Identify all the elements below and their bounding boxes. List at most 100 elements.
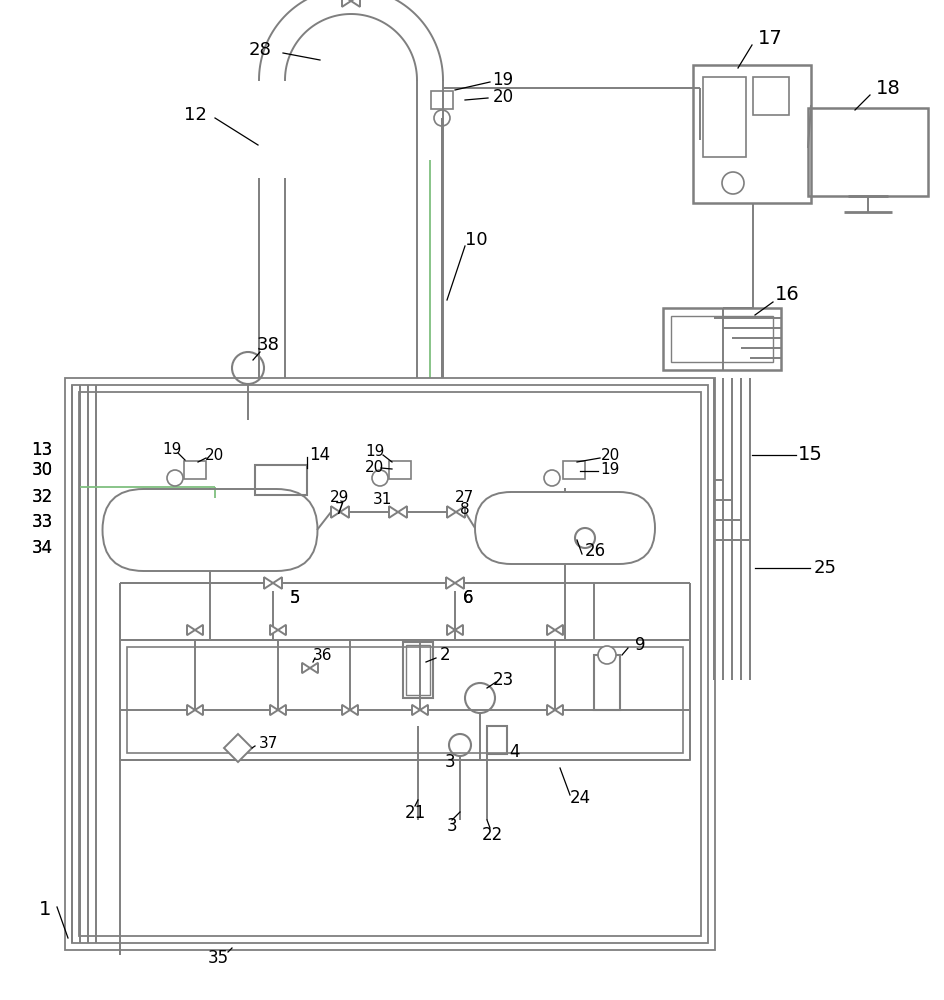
Text: 5: 5 [290, 589, 300, 607]
Text: 19: 19 [492, 71, 513, 89]
Text: 33: 33 [31, 513, 53, 531]
Text: 18: 18 [875, 79, 900, 98]
Text: 27: 27 [455, 489, 474, 504]
Text: 34: 34 [31, 539, 53, 557]
Polygon shape [446, 577, 454, 589]
Bar [255, 465, 307, 495]
Polygon shape [342, 705, 349, 715]
Text: 19: 19 [365, 444, 384, 460]
Bar [563, 461, 584, 479]
Text: 34: 34 [31, 539, 53, 557]
Text: 2: 2 [439, 646, 450, 664]
Polygon shape [187, 705, 194, 715]
Text: 33: 33 [31, 513, 53, 531]
Polygon shape [554, 705, 563, 715]
Text: 36: 36 [312, 648, 332, 662]
Bar [486, 726, 507, 754]
Polygon shape [270, 705, 278, 715]
Polygon shape [310, 663, 318, 673]
Text: 7: 7 [335, 502, 345, 516]
Bar [807, 108, 927, 196]
Text: 30: 30 [31, 461, 53, 479]
Polygon shape [302, 663, 310, 673]
Bar [72, 385, 707, 943]
Text: 20: 20 [599, 448, 619, 464]
Text: 31: 31 [372, 492, 391, 508]
Bar [126, 647, 683, 753]
Text: 22: 22 [480, 826, 502, 844]
Text: 20: 20 [205, 448, 225, 464]
Bar [663, 308, 780, 370]
Polygon shape [412, 705, 419, 715]
Polygon shape [194, 625, 203, 635]
Polygon shape [454, 625, 463, 635]
Text: 1: 1 [39, 900, 51, 919]
Polygon shape [273, 577, 281, 589]
Bar [389, 461, 411, 479]
Bar [702, 77, 745, 157]
Text: 13: 13 [31, 441, 53, 459]
Polygon shape [278, 705, 286, 715]
Bar [402, 642, 432, 698]
Polygon shape [270, 625, 278, 635]
Text: 19: 19 [162, 442, 181, 458]
Polygon shape [330, 506, 340, 518]
Text: 17: 17 [757, 29, 782, 48]
Bar [752, 77, 788, 115]
Polygon shape [278, 625, 286, 635]
Text: 20: 20 [365, 460, 384, 476]
Text: 8: 8 [460, 502, 469, 516]
Text: 29: 29 [330, 489, 349, 504]
Text: 32: 32 [31, 488, 53, 506]
Polygon shape [194, 705, 203, 715]
Text: 28: 28 [248, 41, 271, 59]
Text: 20: 20 [492, 88, 513, 106]
Text: 13: 13 [31, 441, 53, 459]
Polygon shape [547, 625, 554, 635]
Text: 21: 21 [404, 804, 425, 822]
Polygon shape [419, 705, 428, 715]
Polygon shape [447, 506, 456, 518]
Text: 9: 9 [634, 636, 645, 654]
Polygon shape [263, 577, 273, 589]
Polygon shape [389, 506, 397, 518]
Text: 24: 24 [569, 789, 590, 807]
Polygon shape [224, 734, 252, 762]
Text: 16: 16 [774, 286, 799, 304]
Polygon shape [554, 625, 563, 635]
Text: 6: 6 [463, 589, 473, 607]
Text: 15: 15 [797, 446, 821, 464]
Bar [65, 378, 715, 950]
Bar [430, 91, 452, 109]
Text: 12: 12 [183, 106, 206, 124]
Polygon shape [397, 506, 407, 518]
Bar [120, 640, 689, 760]
Polygon shape [454, 577, 464, 589]
Bar [594, 655, 619, 710]
Bar [79, 392, 700, 936]
Bar [184, 461, 206, 479]
Polygon shape [447, 625, 454, 635]
Polygon shape [187, 625, 194, 635]
Text: 19: 19 [599, 462, 619, 477]
Polygon shape [547, 705, 554, 715]
Text: 32: 32 [31, 488, 53, 506]
Text: 5: 5 [290, 589, 300, 607]
Polygon shape [340, 506, 348, 518]
Polygon shape [350, 0, 360, 7]
Bar [406, 645, 430, 695]
Circle shape [598, 646, 615, 664]
Text: 30: 30 [31, 461, 53, 479]
Text: 10: 10 [464, 231, 487, 249]
Text: 26: 26 [583, 542, 605, 560]
Bar [692, 65, 810, 203]
Text: 38: 38 [256, 336, 279, 354]
Text: 35: 35 [208, 949, 228, 967]
Text: 23: 23 [492, 671, 514, 689]
Polygon shape [342, 0, 350, 7]
Text: 6: 6 [463, 589, 473, 607]
Text: 14: 14 [309, 446, 330, 464]
Text: 4: 4 [509, 743, 520, 761]
Text: 3: 3 [445, 753, 455, 771]
Text: 37: 37 [258, 736, 278, 750]
